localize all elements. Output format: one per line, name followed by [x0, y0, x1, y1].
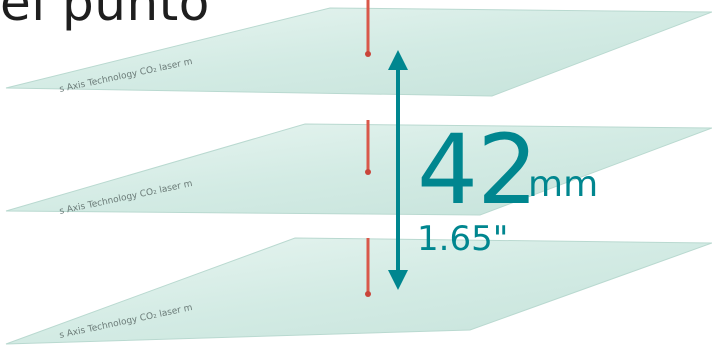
distance-imperial: 1.65" — [417, 219, 509, 259]
glass-plate-bottom: s Axis Technology CO₂ laser m — [5, 237, 712, 345]
distance-unit: mm — [528, 164, 599, 205]
glass-plate-top: s Axis Technology CO₂ laser m — [5, 7, 712, 97]
focal-point-middle — [365, 169, 371, 175]
heading-text: el punto — [0, 0, 210, 32]
glass-plate-middle: s Axis Technology CO₂ laser m — [5, 123, 712, 217]
distance-value: 42 — [417, 114, 538, 226]
focal-point-top — [365, 51, 371, 57]
laser-beam — [365, 0, 371, 297]
focal-point-bottom — [365, 291, 371, 297]
